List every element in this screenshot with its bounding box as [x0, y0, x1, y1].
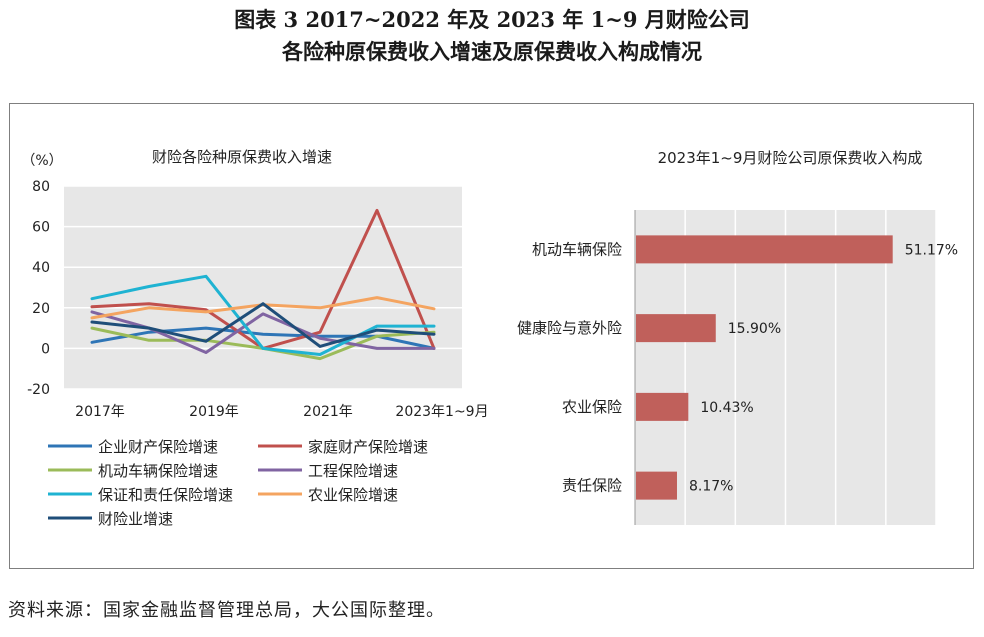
- legend-label: 农业保险增速: [308, 486, 398, 504]
- line-chart-y-ticks: -20 0 20 40 60 80: [27, 179, 50, 398]
- bar-category-label: 机动车辆保险: [532, 240, 622, 258]
- line-plot-area: [64, 186, 462, 389]
- y-tick-label: 80: [32, 179, 50, 195]
- line-chart-series: [90, 208, 436, 361]
- chart-frame: [9, 103, 974, 569]
- figure-title-line2: 各险种原保费收入增速及原保费收入构成情况: [282, 39, 702, 64]
- line-chart-ylabel: （%）: [21, 153, 62, 169]
- legend-label: 机动车辆保险增速: [98, 462, 218, 480]
- bar-category-label: 农业保险: [562, 398, 622, 416]
- x-tick-label: 2023年1~9月: [395, 404, 488, 420]
- bar-value-label: 51.17%: [905, 242, 958, 258]
- series-line-5: [90, 274, 436, 356]
- bar-category-label: 责任保险: [562, 477, 622, 495]
- y-tick-label: -20: [27, 382, 50, 398]
- y-tick-label: 0: [41, 341, 50, 357]
- x-tick-label: 2019年: [189, 404, 239, 420]
- bar-chart-title: 2023年1~9月财险公司原保费收入构成: [658, 149, 923, 167]
- legend-label: 家庭财产保险增速: [308, 438, 428, 456]
- bar-category-label: 健康险与意外险: [517, 319, 622, 337]
- legend-label: 保证和责任保险增速: [98, 486, 233, 504]
- bar: [636, 392, 689, 421]
- legend-label: 工程保险增速: [308, 462, 398, 480]
- bar-chart-bars: 机动车辆保险 51.17% 健康险与意外险 15.90% 农业保险 10.43% 责任保险 8…: [517, 235, 958, 500]
- series-line-7: [90, 302, 436, 348]
- bar: [636, 471, 677, 500]
- line-chart-x-ticks: 2017年 2019年 2021年 2023年1~9月: [75, 404, 488, 420]
- x-tick-label: 2017年: [75, 404, 125, 420]
- legend-label: 财险业增速: [98, 510, 173, 528]
- bar: [636, 235, 893, 264]
- y-tick-label: 20: [32, 301, 50, 317]
- bar: [636, 314, 716, 343]
- y-tick-label: 40: [32, 260, 50, 276]
- line-chart-title: 财险各险种原保费收入增速: [152, 148, 332, 166]
- bar-value-label: 8.17%: [689, 479, 733, 495]
- legend-label: 企业财产保险增速: [98, 438, 218, 456]
- x-tick-label: 2021年: [303, 404, 353, 420]
- bar-value-label: 15.90%: [728, 321, 781, 337]
- source-note: 资料来源：国家金融监督管理总局，大公国际整理。: [8, 600, 445, 621]
- bar-value-label: 10.43%: [700, 400, 753, 416]
- y-tick-label: 60: [32, 220, 50, 236]
- figure-title-line1: 图表 3 2017~2022 年及 2023 年 1~9 月财险公司: [234, 7, 750, 32]
